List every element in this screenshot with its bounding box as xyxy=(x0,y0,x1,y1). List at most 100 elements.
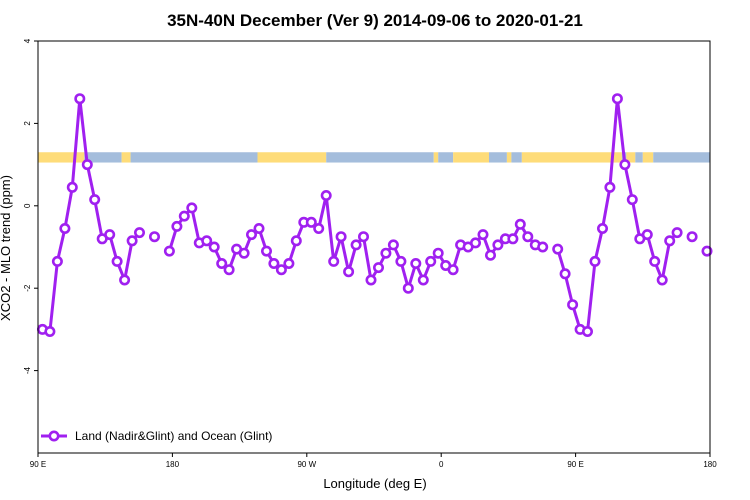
band-segment-land xyxy=(488,152,507,163)
data-point xyxy=(686,231,698,243)
data-point xyxy=(119,274,131,286)
data-point xyxy=(216,257,228,269)
band-segment-ocean xyxy=(626,152,636,163)
data-point xyxy=(238,247,250,259)
x-tick-label: 90 W xyxy=(297,460,316,469)
band-segment-ocean xyxy=(642,152,654,163)
series-points xyxy=(36,93,713,337)
x-axis-label: Longitude (deg E) xyxy=(323,476,426,491)
y-axis-label: XCO2 - MLO trend (ppm) xyxy=(0,175,13,321)
data-point xyxy=(410,257,422,269)
data-point xyxy=(372,262,384,274)
band-segment-land xyxy=(130,152,258,163)
data-point xyxy=(223,264,235,276)
data-point xyxy=(171,220,183,232)
data-point xyxy=(343,266,355,278)
band-segment-land xyxy=(438,152,454,163)
data-point xyxy=(664,235,676,247)
data-point xyxy=(208,241,220,253)
band-segment-ocean xyxy=(121,152,131,163)
data-point xyxy=(320,190,332,202)
data-point xyxy=(477,229,489,241)
data-point xyxy=(447,264,459,276)
data-point xyxy=(44,325,56,337)
data-point xyxy=(89,194,101,206)
chart-title: 35N-40N December (Ver 9) 2014-09-06 to 2… xyxy=(167,11,583,30)
data-point xyxy=(275,264,287,276)
data-point xyxy=(365,274,377,286)
band-segment-land xyxy=(84,152,122,163)
data-point xyxy=(589,255,601,267)
data-point xyxy=(649,255,661,267)
data-point xyxy=(596,223,608,235)
data-point xyxy=(387,239,399,251)
y-axis: 4 2 0 -2 -4 xyxy=(23,38,38,374)
data-point xyxy=(522,231,534,243)
data-point xyxy=(484,249,496,261)
data-point xyxy=(260,245,272,257)
y-tick-label: 4 xyxy=(23,38,32,43)
data-point xyxy=(246,229,258,241)
data-point xyxy=(186,202,198,214)
data-point xyxy=(552,243,564,255)
data-point xyxy=(328,255,340,267)
y-tick-label: -4 xyxy=(23,366,32,374)
data-point xyxy=(201,235,213,247)
band-segment-ocean xyxy=(453,152,489,163)
y-tick-label: 2 xyxy=(23,121,32,126)
data-point xyxy=(395,255,407,267)
data-point xyxy=(305,216,317,228)
band-segment-land xyxy=(326,152,434,163)
data-point xyxy=(104,229,116,241)
x-tick-label: 180 xyxy=(703,460,717,469)
data-point xyxy=(290,235,302,247)
data-point xyxy=(81,159,93,171)
data-point xyxy=(514,218,526,230)
band-segment-land xyxy=(511,152,522,163)
data-point xyxy=(66,181,78,193)
data-point xyxy=(283,257,295,269)
data-point xyxy=(469,237,481,249)
data-point xyxy=(611,93,623,105)
x-axis: 90 E 180 90 W 0 90 E 180 xyxy=(30,453,717,469)
series-line xyxy=(42,97,141,333)
data-point xyxy=(559,268,571,280)
x-tick-label: 90 E xyxy=(567,460,583,469)
data-point xyxy=(604,181,616,193)
x-tick-label: 0 xyxy=(439,460,444,469)
band-segment-ocean xyxy=(521,152,622,163)
band-segment-ocean xyxy=(433,152,439,163)
x-tick-label: 180 xyxy=(166,460,180,469)
legend: Land (Nadir&Glint) and Ocean (Glint) xyxy=(41,429,272,443)
data-point xyxy=(432,247,444,259)
data-point xyxy=(51,255,63,267)
data-point xyxy=(134,227,146,239)
x-tick-label: 90 E xyxy=(30,460,46,469)
data-point xyxy=(641,229,653,241)
data-point xyxy=(253,223,265,235)
data-point xyxy=(268,257,280,269)
data-point xyxy=(492,239,504,251)
series-lines xyxy=(42,97,679,333)
band-segment-ocean xyxy=(257,152,327,163)
data-point xyxy=(178,210,190,222)
data-point xyxy=(111,255,123,267)
data-point xyxy=(357,231,369,243)
data-point xyxy=(567,299,579,311)
data-point xyxy=(626,194,638,206)
data-point xyxy=(581,325,593,337)
data-point xyxy=(163,245,175,257)
data-point xyxy=(402,282,414,294)
data-point xyxy=(126,235,138,247)
data-point xyxy=(425,255,437,267)
data-point xyxy=(74,93,86,105)
plot-frame xyxy=(37,40,711,454)
data-point xyxy=(335,231,347,243)
band-segment-land xyxy=(635,152,643,163)
data-point xyxy=(380,247,392,259)
band-segment-land xyxy=(653,152,710,163)
y-tick-label: 0 xyxy=(23,203,32,208)
y-tick-label: -2 xyxy=(23,284,32,292)
data-point xyxy=(656,274,668,286)
data-point xyxy=(619,159,631,171)
